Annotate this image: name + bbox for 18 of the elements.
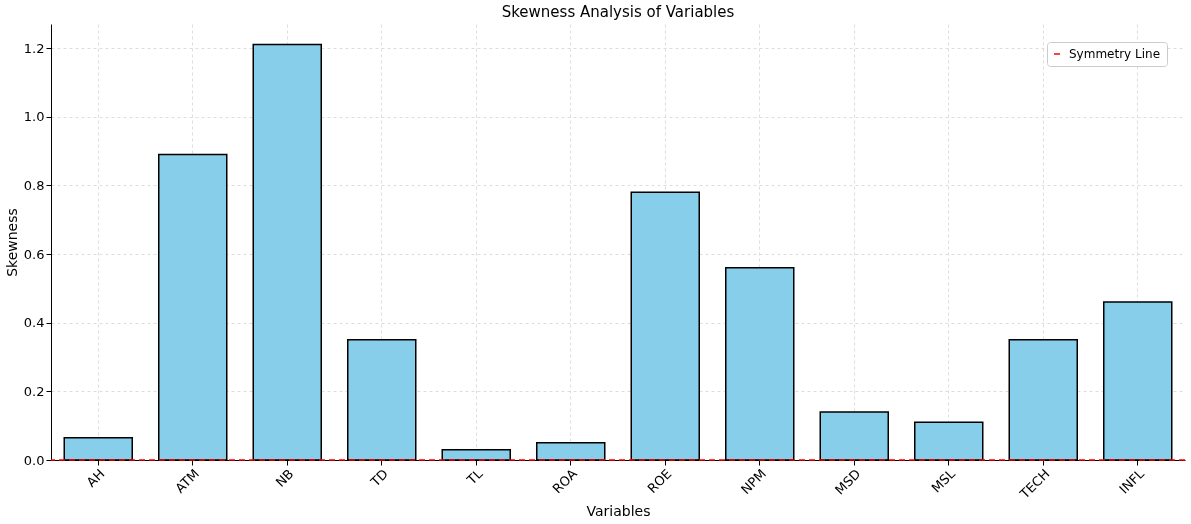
y-tick-label: 0.0 — [23, 452, 45, 468]
x-tick-label: TL — [463, 465, 486, 489]
bar — [725, 267, 795, 461]
legend-label: Symmetry Line — [1069, 47, 1161, 61]
y-tick-label: 1.2 — [23, 40, 45, 56]
x-axis-title: Variables — [586, 503, 651, 520]
y-tick-label: 0.2 — [23, 383, 45, 399]
x-tick-label: MSL — [928, 465, 959, 496]
y-tick-label: 1.0 — [23, 109, 45, 125]
chart-title: Skewness Analysis of Variables — [501, 3, 735, 21]
x-tick-label: TD — [366, 466, 391, 491]
bar — [819, 411, 889, 461]
y-tick-label: 0.8 — [23, 177, 45, 193]
y-tick-label: 0.4 — [23, 315, 45, 331]
x-tick-label: NB — [272, 466, 297, 490]
x-tick-label: AH — [83, 466, 108, 490]
y-tick-label: 0.6 — [23, 246, 45, 262]
y-axis-title: Skewness — [3, 208, 20, 277]
